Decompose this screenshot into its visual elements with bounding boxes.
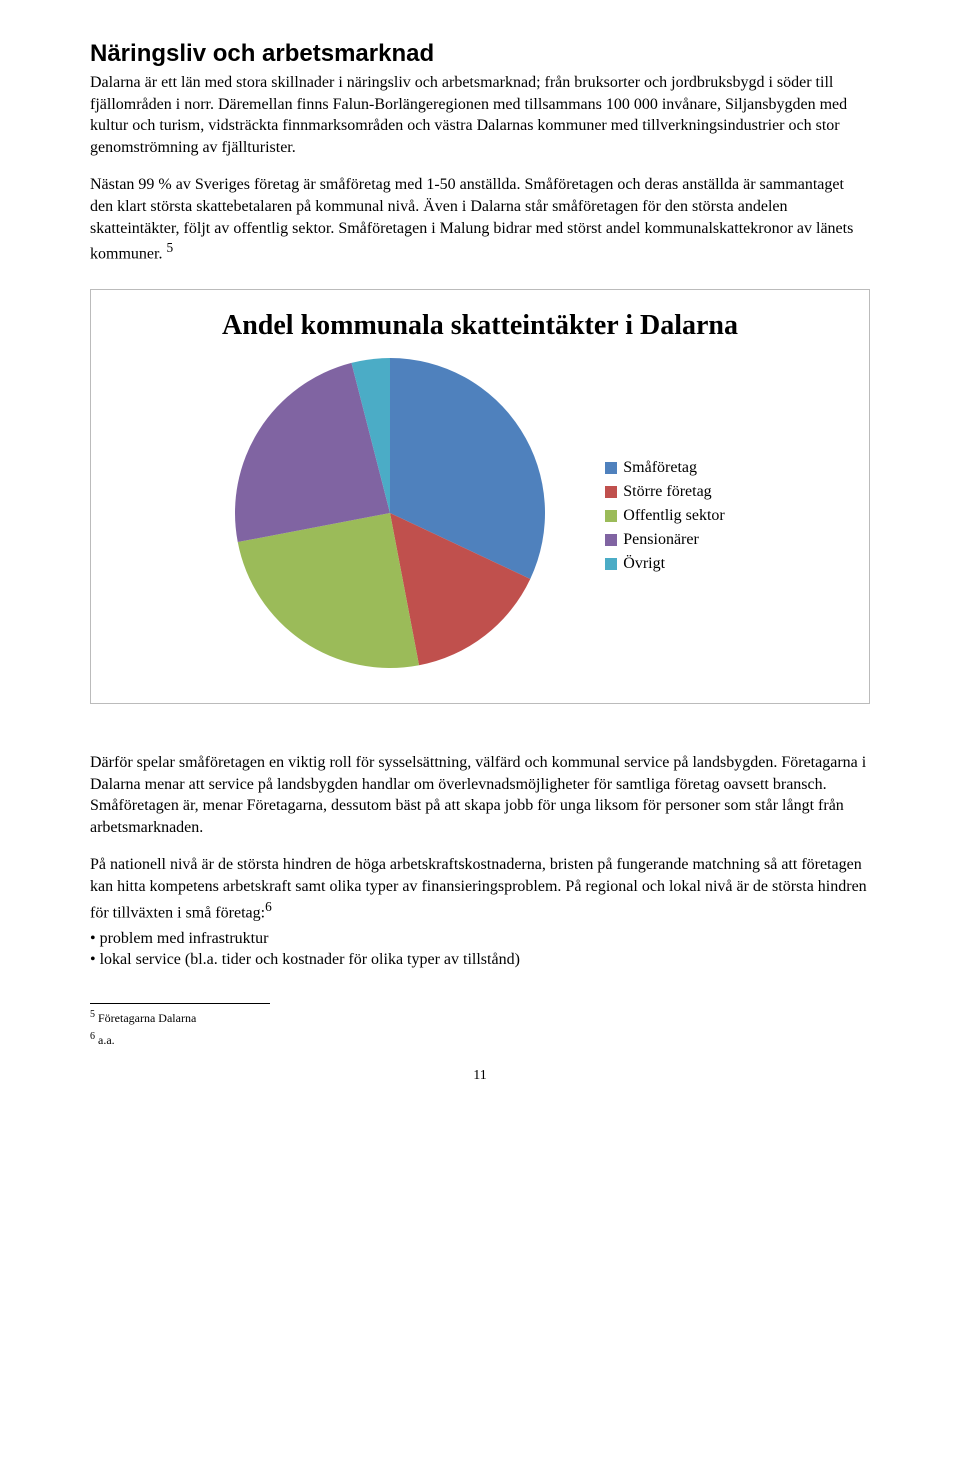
paragraph-4-text: På nationell nivå är de största hindren … xyxy=(90,856,867,921)
legend-item: Större företag xyxy=(605,483,724,501)
footnote-6-num: 6 xyxy=(90,1031,95,1042)
paragraph-1: Dalarna är ett län med stora skillnader … xyxy=(90,72,870,158)
chart-legend: Småföretag Större företag Offentlig sektor… xyxy=(605,453,724,579)
legend-item: Offentlig sektor xyxy=(605,507,724,525)
legend-swatch xyxy=(605,462,617,474)
legend-label: Småföretag xyxy=(623,459,697,477)
paragraph-3: Därför spelar småföretagen en viktig rol… xyxy=(90,752,870,838)
legend-item: Småföretag xyxy=(605,459,724,477)
legend-label: Övrigt xyxy=(623,555,665,573)
chart-body: Småföretag Större företag Offentlig sektor… xyxy=(121,358,839,673)
footnote-5-text: Företagarna Dalarna xyxy=(98,1011,196,1025)
bullet-2: • lokal service (bl.a. tider och kostnad… xyxy=(90,949,870,971)
legend-label: Offentlig sektor xyxy=(623,507,724,525)
page-number: 11 xyxy=(90,1068,870,1084)
footnote-6-text: a.a. xyxy=(98,1033,115,1047)
footnote-5: 5 Företagarna Dalarna xyxy=(90,1008,490,1026)
chart-title: Andel kommunala skatteintäkter i Dalarna xyxy=(121,310,839,342)
paragraph-2-text: Nästan 99 % av Sveriges företag är småfö… xyxy=(90,176,853,262)
legend-item: Övrigt xyxy=(605,555,724,573)
pie-chart xyxy=(235,358,545,673)
legend-swatch xyxy=(605,510,617,522)
page-heading: Näringsliv och arbetsmarknad xyxy=(90,40,870,68)
footnote-5-num: 5 xyxy=(90,1009,95,1020)
legend-label: Större företag xyxy=(623,483,711,501)
bullet-1: • problem med infrastruktur xyxy=(90,928,870,950)
legend-label: Pensionärer xyxy=(623,531,699,549)
footnote-rule xyxy=(90,1003,270,1004)
legend-item: Pensionärer xyxy=(605,531,724,549)
chart-container: Andel kommunala skatteintäkter i Dalarna… xyxy=(90,289,870,704)
footnote-ref-6: 6 xyxy=(265,899,272,914)
legend-swatch xyxy=(605,534,617,546)
paragraph-4: På nationell nivå är de största hindren … xyxy=(90,854,870,923)
footnote-6: 6 a.a. xyxy=(90,1030,490,1048)
legend-swatch xyxy=(605,486,617,498)
footnote-ref-5: 5 xyxy=(166,240,173,255)
paragraph-2: Nästan 99 % av Sveriges företag är småfö… xyxy=(90,174,870,265)
legend-swatch xyxy=(605,558,617,570)
